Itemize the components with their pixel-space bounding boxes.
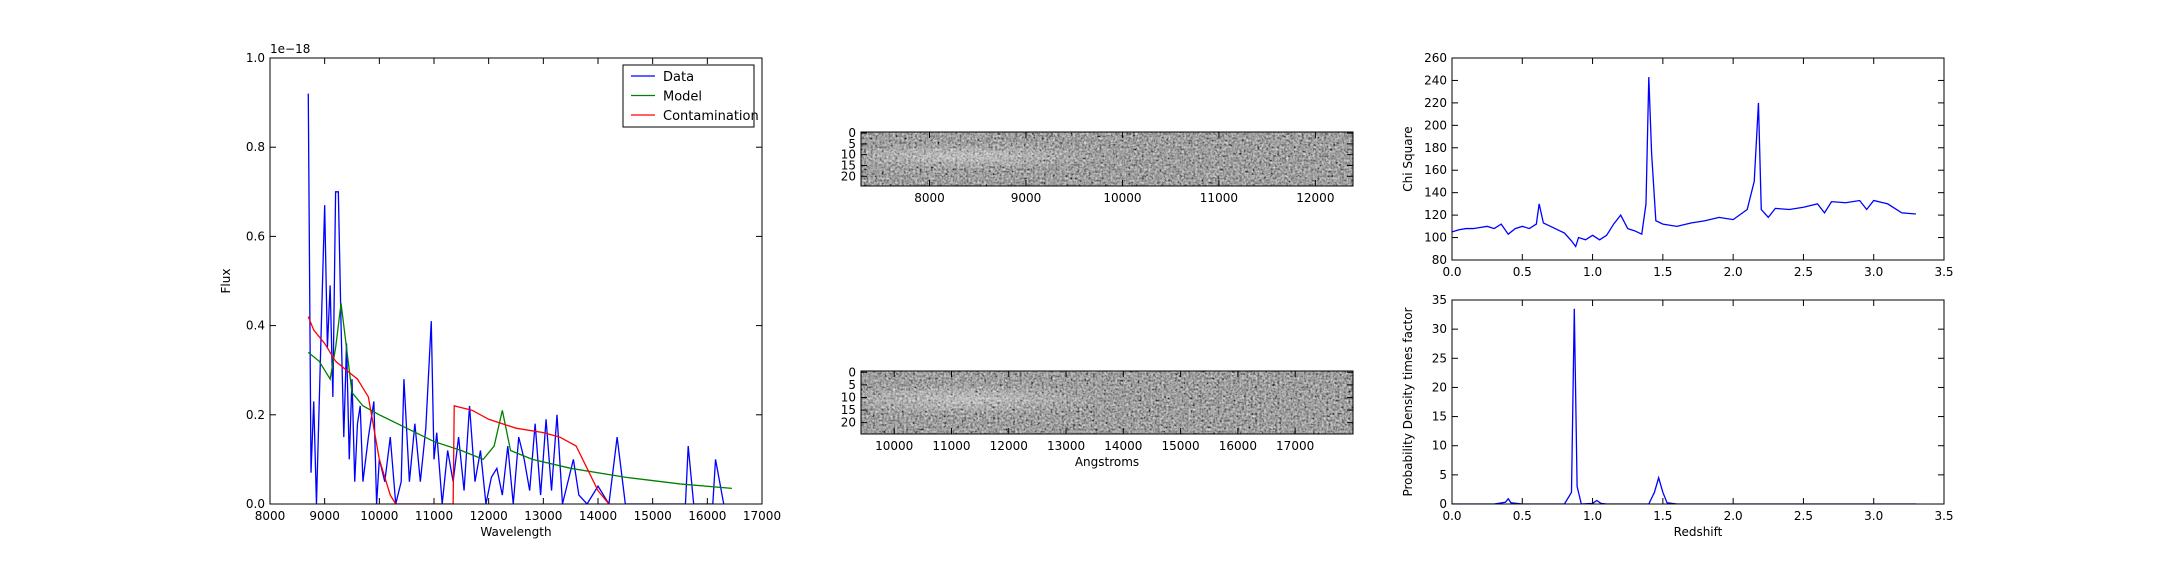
x-tick-label: 0.0 — [1442, 265, 1461, 279]
offset-text: 1e−18 — [270, 42, 310, 56]
y-tick-label: 10 — [1432, 439, 1447, 453]
y-tick-label: 0.6 — [246, 229, 265, 243]
x-tick-label: 11000 — [415, 509, 453, 523]
x-tick-label: 9000 — [1011, 191, 1042, 205]
y-tick-label: 5 — [848, 137, 856, 151]
y-tick-label: 0.0 — [246, 497, 265, 511]
x-tick-label: 1.0 — [1583, 509, 1602, 523]
y-tick-label: 5 — [848, 378, 856, 392]
x-axis-label: Redshift — [1674, 525, 1723, 539]
y-tick-label: 0 — [848, 365, 856, 379]
y-tick-label: 0 — [848, 126, 856, 140]
y-tick-label: 160 — [1424, 163, 1447, 177]
x-tick-label: 15000 — [1162, 439, 1200, 453]
y-tick-label: 0 — [1439, 497, 1447, 511]
x-tick-label: 16000 — [688, 509, 726, 523]
axes-frame — [860, 131, 1354, 187]
y-tick-label: 25 — [1432, 351, 1447, 365]
x-tick-label: 3.0 — [1864, 509, 1883, 523]
series-line — [307, 316, 610, 504]
x-axis-label: Angstroms — [1075, 455, 1139, 469]
x-tick-label: 12000 — [990, 439, 1028, 453]
trace-glow — [861, 383, 1157, 416]
y-axis-label: Probability Density times factor — [1401, 307, 1415, 496]
x-tick-label: 14000 — [579, 509, 617, 523]
x-tick-label: 12000 — [470, 509, 508, 523]
y-tick-label: 80 — [1432, 253, 1447, 267]
x-tick-label: 10000 — [1103, 191, 1141, 205]
y-tick-label: 10 — [841, 390, 856, 404]
y-tick-label: 240 — [1424, 73, 1447, 87]
x-tick-label: 8000 — [255, 509, 286, 523]
axes-frame — [1451, 299, 1945, 505]
x-tick-label: 1.5 — [1653, 265, 1672, 279]
x-tick-label: 17000 — [1276, 439, 1314, 453]
y-tick-label: 15 — [841, 158, 856, 172]
x-tick-label: 2.5 — [1794, 265, 1813, 279]
x-tick-label: 1.0 — [1583, 265, 1602, 279]
x-tick-label: 9000 — [309, 509, 340, 523]
axes-frame — [1451, 57, 1945, 261]
x-axis-label: Wavelength — [480, 525, 551, 539]
x-tick-label: 2.5 — [1794, 509, 1813, 523]
x-tick-label: 11000 — [932, 439, 970, 453]
y-tick-label: 15 — [841, 403, 856, 417]
x-tick-label: 10000 — [875, 439, 913, 453]
series-line — [307, 303, 732, 490]
axes-frame — [269, 57, 763, 505]
y-tick-label: 220 — [1424, 96, 1447, 110]
x-tick-label: 3.5 — [1934, 265, 1953, 279]
x-tick-label: 16000 — [1219, 439, 1257, 453]
legend-label: Contamination — [663, 109, 759, 124]
y-tick-label: 0.2 — [246, 408, 265, 422]
series-line — [1452, 308, 1916, 504]
series-line — [1452, 77, 1916, 248]
y-tick-label: 200 — [1424, 118, 1447, 132]
y-tick-label: 260 — [1424, 51, 1447, 65]
x-tick-label: 10000 — [360, 509, 398, 523]
y-tick-label: 140 — [1424, 186, 1447, 200]
x-tick-label: 11000 — [1200, 191, 1238, 205]
x-tick-label: 0.5 — [1513, 509, 1532, 523]
series-line — [307, 93, 725, 504]
y-tick-label: 20 — [841, 169, 856, 183]
y-tick-label: 35 — [1432, 293, 1447, 307]
y-tick-label: 120 — [1424, 208, 1447, 222]
y-tick-label: 30 — [1432, 322, 1447, 336]
y-tick-label: 0.8 — [246, 140, 265, 154]
x-tick-label: 2.0 — [1724, 265, 1743, 279]
y-tick-label: 20 — [1432, 380, 1447, 394]
y-axis-label: Flux — [219, 269, 233, 294]
x-tick-label: 1.5 — [1653, 509, 1672, 523]
y-tick-label: 5 — [1439, 468, 1447, 482]
x-tick-label: 12000 — [1296, 191, 1334, 205]
y-tick-label: 0.4 — [246, 319, 265, 333]
x-tick-label: 15000 — [634, 509, 672, 523]
y-axis-label: Chi Square — [1401, 126, 1415, 191]
x-tick-label: 8000 — [914, 191, 945, 205]
x-tick-label: 2.0 — [1724, 509, 1743, 523]
y-tick-label: 10 — [841, 148, 856, 162]
x-tick-label: 17000 — [743, 509, 781, 523]
x-tick-label: 0.5 — [1513, 265, 1532, 279]
x-tick-label: 0.0 — [1442, 509, 1461, 523]
x-tick-label: 13000 — [1047, 439, 1085, 453]
axes-frame — [860, 370, 1354, 435]
legend-label: Model — [663, 90, 702, 105]
y-tick-label: 1.0 — [246, 51, 265, 65]
x-tick-label: 3.0 — [1864, 265, 1883, 279]
x-tick-label: 13000 — [524, 509, 562, 523]
trace-glow — [861, 142, 1157, 170]
y-tick-label: 180 — [1424, 141, 1447, 155]
y-tick-label: 15 — [1432, 410, 1447, 424]
y-tick-label: 100 — [1424, 231, 1447, 245]
legend-label: Data — [663, 70, 694, 85]
x-tick-label: 14000 — [1104, 439, 1142, 453]
x-tick-label: 3.5 — [1934, 509, 1953, 523]
y-tick-label: 20 — [841, 416, 856, 430]
